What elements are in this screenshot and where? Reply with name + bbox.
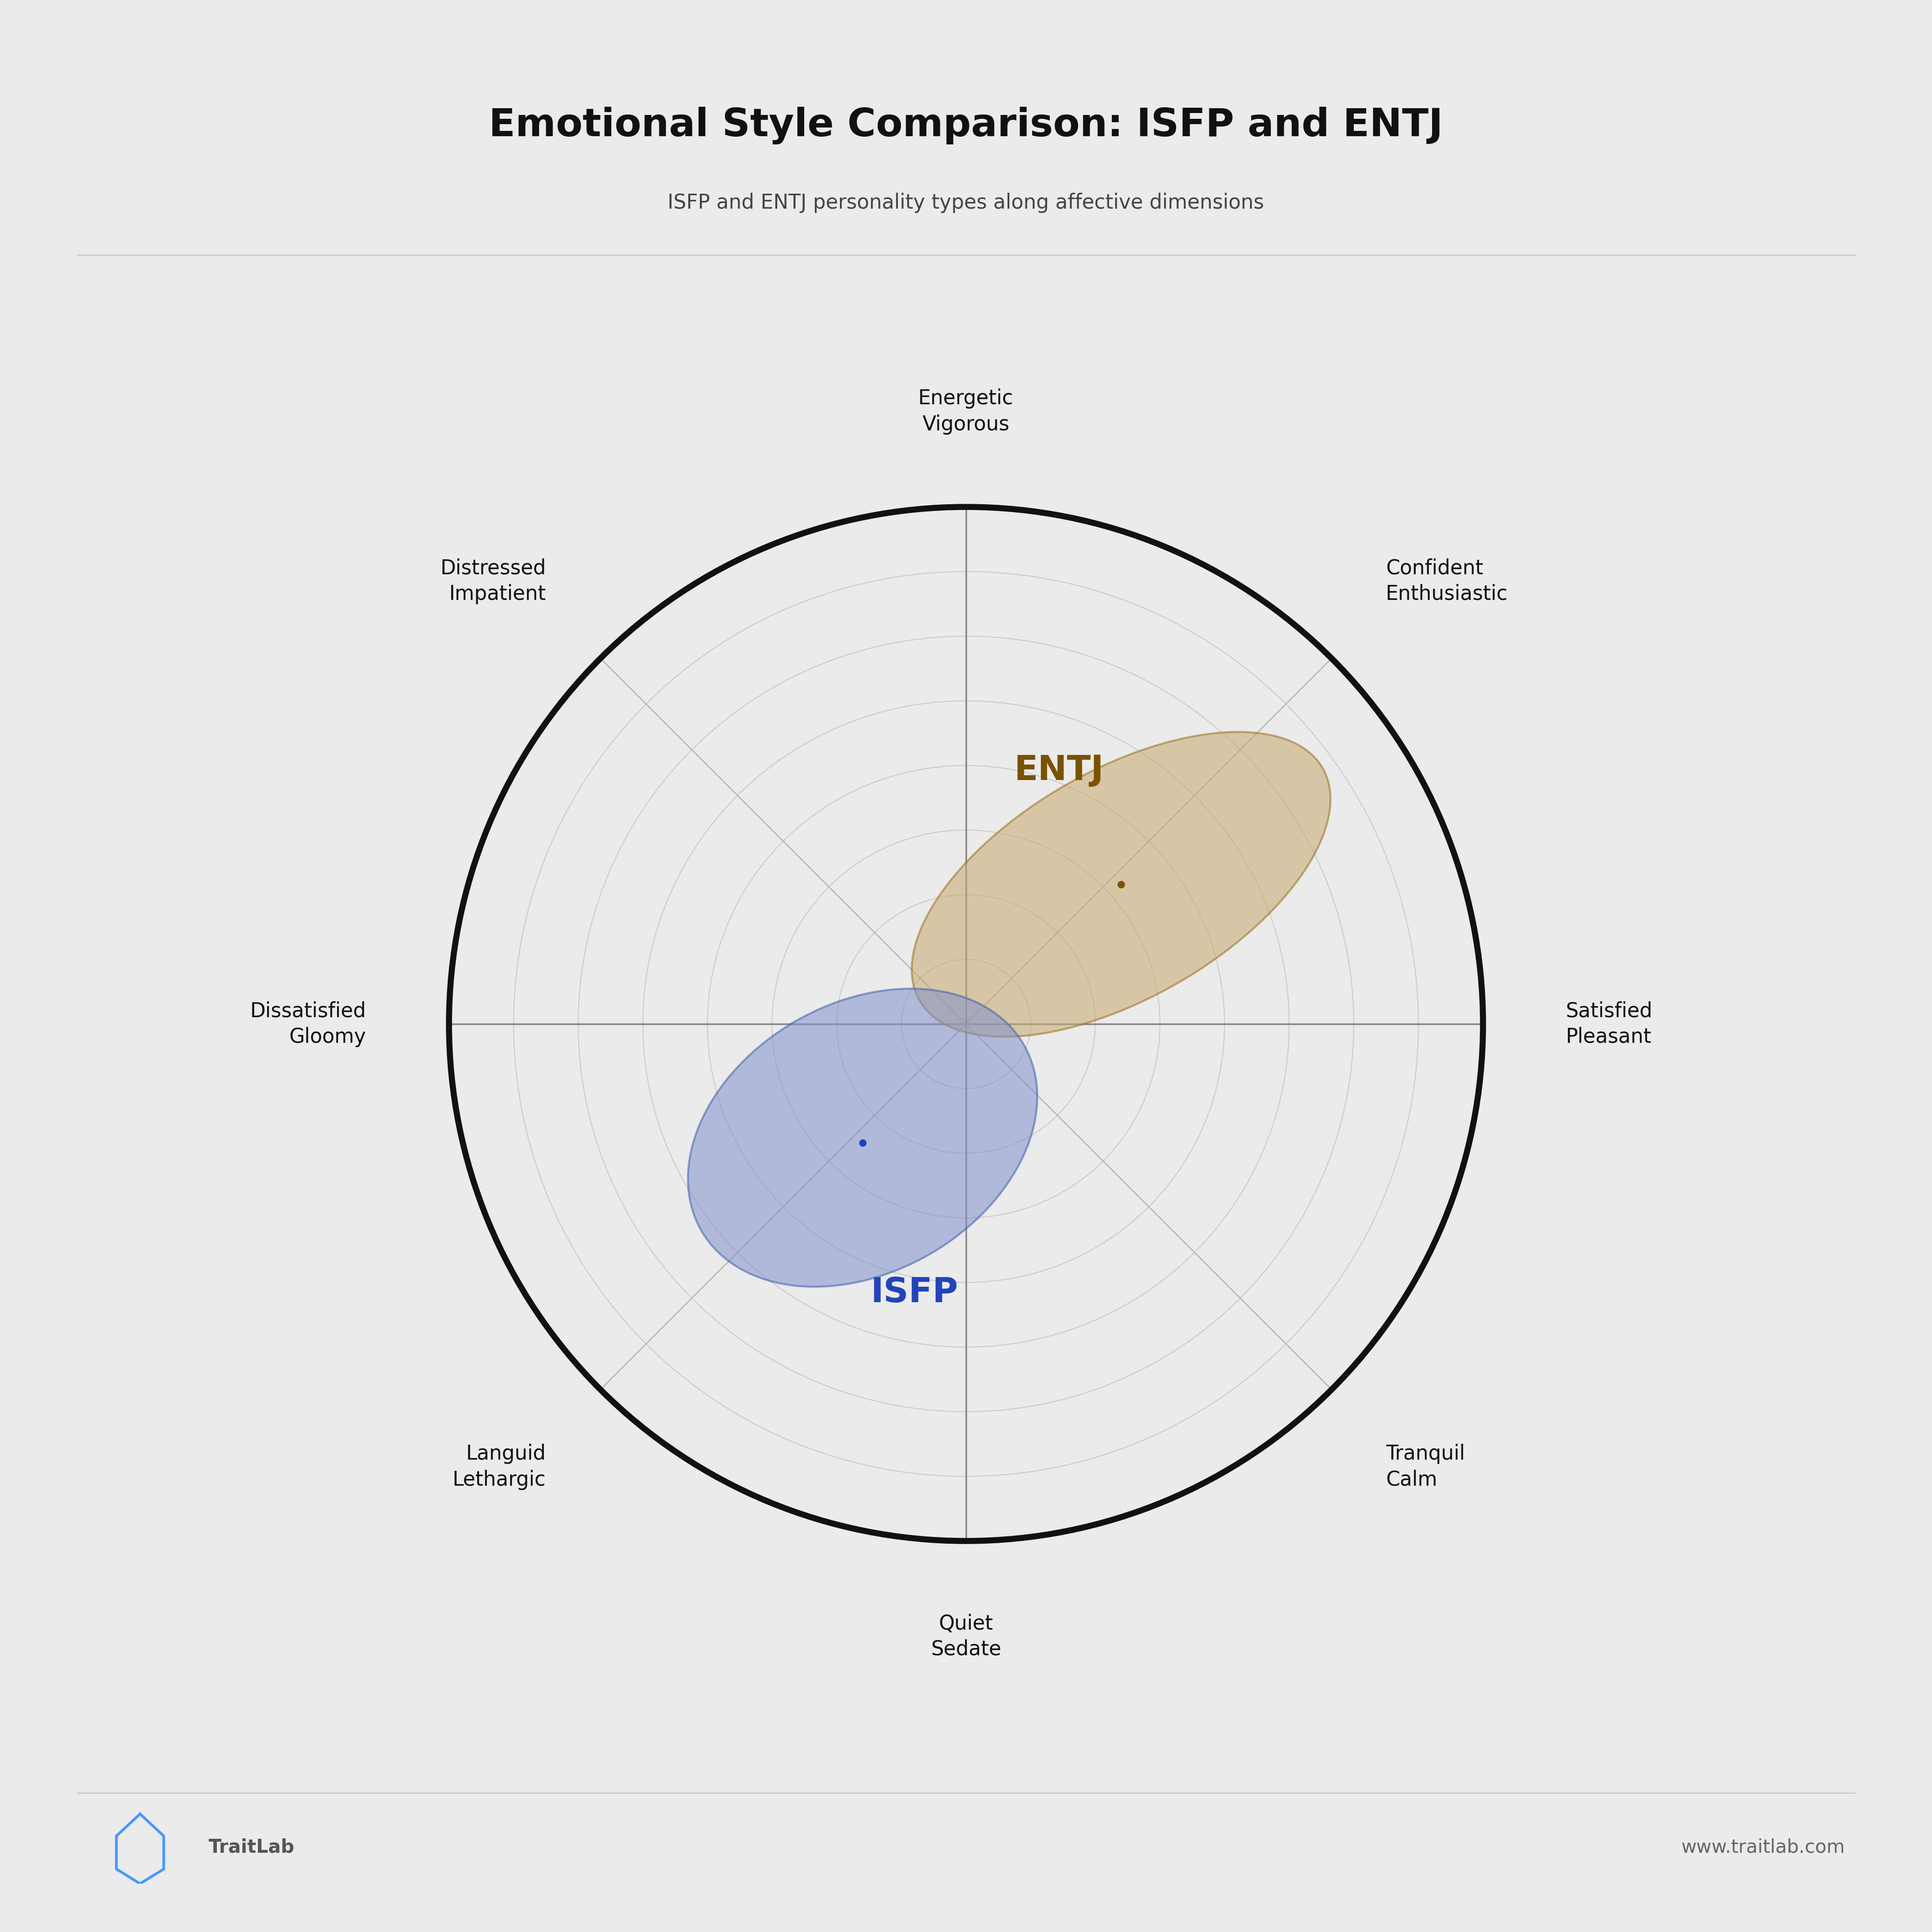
Ellipse shape	[688, 989, 1037, 1287]
Text: ENTJ: ENTJ	[1014, 753, 1103, 786]
Text: Energetic
Vigorous: Energetic Vigorous	[918, 388, 1014, 435]
Text: Tranquil
Calm: Tranquil Calm	[1385, 1443, 1464, 1490]
Text: Dissatisfied
Gloomy: Dissatisfied Gloomy	[249, 1001, 367, 1047]
Text: Quiet
Sedate: Quiet Sedate	[931, 1613, 1001, 1660]
Text: Satisfied
Pleasant: Satisfied Pleasant	[1565, 1001, 1652, 1047]
Text: Languid
Lethargic: Languid Lethargic	[452, 1443, 547, 1490]
Text: Emotional Style Comparison: ISFP and ENTJ: Emotional Style Comparison: ISFP and ENT…	[489, 106, 1443, 145]
Text: ISFP: ISFP	[871, 1277, 958, 1310]
Text: TraitLab: TraitLab	[209, 1837, 296, 1857]
Text: Distressed
Impatient: Distressed Impatient	[440, 558, 547, 605]
Text: ISFP and ENTJ personality types along affective dimensions: ISFP and ENTJ personality types along af…	[668, 193, 1264, 213]
Text: www.traitlab.com: www.traitlab.com	[1681, 1837, 1845, 1857]
Ellipse shape	[912, 732, 1331, 1037]
Text: Confident
Enthusiastic: Confident Enthusiastic	[1385, 558, 1509, 605]
